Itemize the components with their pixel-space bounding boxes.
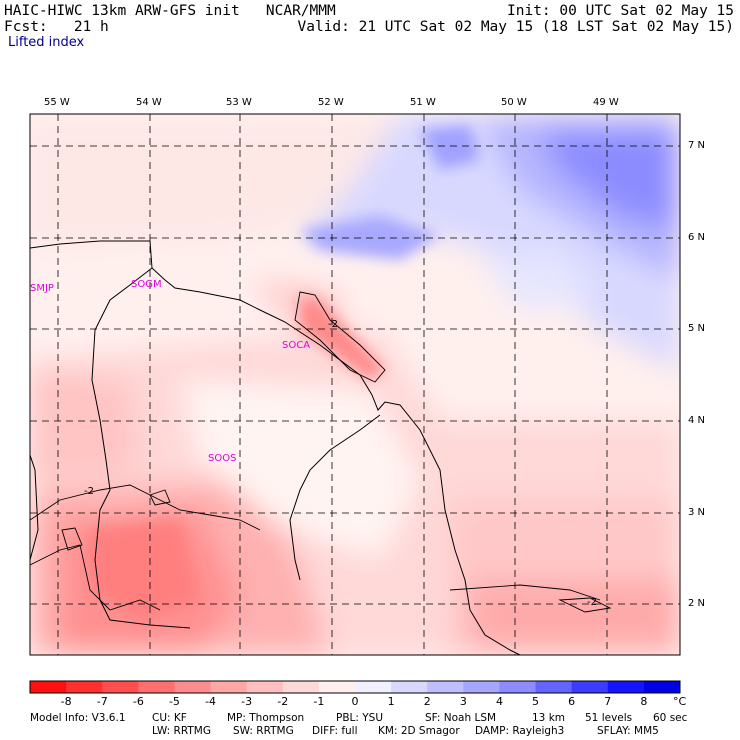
colorbar-swatch [607,681,645,693]
lat-label-6n: 6 N [688,232,706,243]
colorbar-tick-label: 8 [640,695,648,708]
colorbar-swatch [571,681,609,693]
colorbar-tick-label: -6 [132,695,144,708]
map-frame [29,113,681,656]
colorbar-swatch [102,681,139,693]
station-soos: SOOS [208,453,237,464]
lat-label-4n: 4 N [688,415,706,426]
colorbar-tick-label: -3 [241,695,253,708]
colorbar-swatch [210,681,248,693]
station-smjp: SMJP [30,283,54,294]
contour-label: -2 [328,319,338,330]
colorbar-swatch [174,681,212,693]
colorbar-tick-label: -8 [60,695,72,708]
footer-km: KM: 2D Smagor [378,725,460,737]
lon-label-51w: 51 W [410,97,436,108]
lat-label-7n: 7 N [688,140,706,151]
colorbar-swatch [246,681,284,693]
footer-timestep: 60 sec [653,712,688,724]
colorbar-tick-label: 5 [532,695,540,708]
lat-lon-grid [30,114,680,655]
colorbar-frame [29,680,681,694]
model-title: HAIC-HIWC 13km ARW-GFS init NCAR/MMM [4,3,336,19]
lat-label-3n: 3 N [688,507,706,518]
lon-label-50w: 50 W [501,97,527,108]
footer-levels: 51 levels [585,712,633,724]
colorbar-tick-label: -1 [313,695,325,708]
footer-sflay: SFLAY: MM5 [597,725,659,737]
footer-sw: SW: RRTMG [233,725,294,737]
lat-label-5n: 5 N [688,323,706,334]
colorbar-tick-label: 4 [495,695,503,708]
lon-label-55w: 55 W [44,97,70,108]
colorbar-tick-label: -2 [277,695,289,708]
forecast-hour: Fcst: 21 h [4,19,109,35]
colorbar-tick-label: 7 [604,695,612,708]
colorbar-swatch [66,681,103,693]
footer-resolution: 13 km [532,712,566,724]
colorbar-swatch [391,681,428,693]
colorbar-tick-label: 2 [423,695,431,708]
lon-label-52w: 52 W [318,97,344,108]
colorbar-swatch [499,681,537,693]
footer-damp: DAMP: Rayleigh3 [475,725,565,737]
colorbar-swatch [463,681,500,693]
station-sogm: SOGM [131,279,162,290]
field-name: Lifted index [8,35,85,50]
lon-label-54w: 54 W [136,97,162,108]
footer-cu: CU: KF [152,712,187,724]
colorbar-unit: °C [673,695,687,708]
shaded-field [30,114,680,655]
colorbar-tick-label: 0 [351,695,359,708]
colorbar-tick-label: -4 [205,695,217,708]
footer-pbl: PBL: YSU [336,712,384,724]
colorbar-swatch [318,681,356,693]
colorbar-swatch [535,681,573,693]
colorbar [29,680,681,694]
colorbar-tick-label: -7 [96,695,108,708]
station-soca: SOCA [282,340,311,351]
footer-model-info: Model Info: V3.6.1 [30,712,126,724]
contour-label: -2 [84,486,94,497]
colorbar-swatch [355,681,392,693]
lon-label-49w: 49 W [593,97,619,108]
colorbar-swatch [427,681,464,693]
colorbar-swatch [30,681,67,693]
colorbar-tick-label: -5 [168,695,180,708]
valid-time: Valid: 21 UTC Sat 02 May 15 (18 LST Sat … [297,19,735,35]
footer-mp: MP: Thompson [227,712,305,724]
init-time: Init: 00 UTC Sat 02 May 15 [507,3,734,19]
coastline-borders [30,240,521,655]
footer-lw: LW: RRTMG [152,725,211,737]
colorbar-tick-label: 1 [387,695,395,708]
contour-lines [30,291,612,613]
footer-sf: SF: Noah LSM [425,712,497,724]
contour-label: -2 [587,597,597,608]
colorbar-swatch [282,681,320,693]
footer-diff: DIFF: full [312,725,358,737]
colorbar-swatch [138,681,175,693]
colorbar-tick-label: 6 [568,695,576,708]
lat-label-2n: 2 N [688,598,706,609]
lon-label-53w: 53 W [226,97,252,108]
colorbar-tick-label: 3 [459,695,467,708]
colorbar-swatch [643,681,681,693]
